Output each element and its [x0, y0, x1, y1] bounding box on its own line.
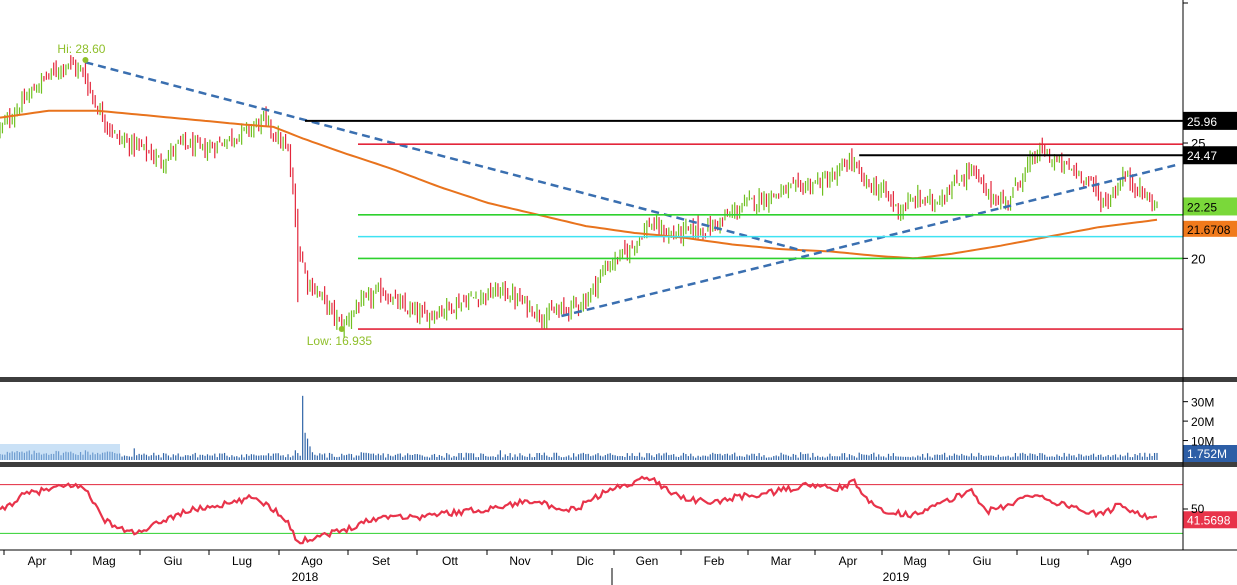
rsi-last-label: 41.5698 — [1187, 513, 1231, 527]
month-label: Set — [372, 554, 391, 568]
month-label: Giu — [164, 554, 183, 568]
month-label: Dic — [576, 554, 593, 568]
rsi-tick-label: 50 — [1191, 502, 1205, 516]
volume-last-label: 1.752M — [1187, 447, 1227, 461]
hi-marker — [82, 56, 89, 63]
volume-panel: 1.752M — [0, 395, 1237, 462]
volume-average-area — [0, 444, 120, 460]
month-label: Mag — [92, 554, 115, 568]
month-label: Ago — [1110, 554, 1132, 568]
volume-tick-label: 30M — [1191, 396, 1214, 410]
level-label: 25.96 — [1187, 115, 1217, 129]
ma-value-label: 21.6708 — [1187, 223, 1231, 237]
month-label: Apr — [839, 554, 858, 568]
moving-average-line — [0, 109, 1158, 260]
volume-last-tag — [1183, 445, 1237, 462]
rsi-last-tag — [1183, 511, 1237, 529]
volume-tick-label: 20M — [1191, 415, 1214, 429]
overlay-lines: Hi: 28.60 Low: 16.935 — [0, 42, 1177, 348]
month-label: Lug — [1040, 554, 1060, 568]
level-tag — [1183, 111, 1237, 130]
hi-label: Hi: 28.60 — [57, 42, 105, 56]
last-price-label: 22.25 — [1187, 200, 1217, 214]
level-label: 24.47 — [1187, 149, 1217, 163]
month-label: Apr — [28, 554, 47, 568]
grid — [0, 377, 1237, 467]
month-label: Mar — [771, 554, 792, 568]
month-label: Ago — [301, 554, 323, 568]
panel-separator — [0, 377, 1237, 382]
ma-value-tag — [1183, 220, 1237, 237]
trendline — [85, 61, 806, 253]
rsi-line — [0, 475, 1157, 545]
year-label: 2018 — [292, 570, 319, 584]
month-label: Feb — [704, 554, 725, 568]
trendline — [561, 163, 1177, 318]
rsi-panel: 41.5698 — [0, 475, 1237, 545]
low-marker — [338, 326, 345, 333]
month-label: Mag — [903, 554, 926, 568]
panel-separator — [0, 462, 1237, 467]
month-label: Nov — [509, 554, 530, 568]
price-bars — [0, 55, 1158, 339]
year-label: 2019 — [883, 570, 910, 584]
level-tag — [1183, 146, 1237, 165]
low-label: Low: 16.935 — [307, 334, 373, 348]
level-lines: 25.96 24.47 22.25 21.6708 — [305, 111, 1237, 330]
price-tick-label: 20 — [1191, 251, 1205, 266]
month-label: Gen — [636, 554, 659, 568]
price-tick-label: 25 — [1191, 136, 1205, 151]
month-label: Ott — [442, 554, 459, 568]
volume-tick-label: 10M — [1191, 435, 1214, 449]
last-price-tag — [1183, 197, 1237, 216]
month-label: Lug — [232, 554, 252, 568]
month-label: Giu — [973, 554, 992, 568]
